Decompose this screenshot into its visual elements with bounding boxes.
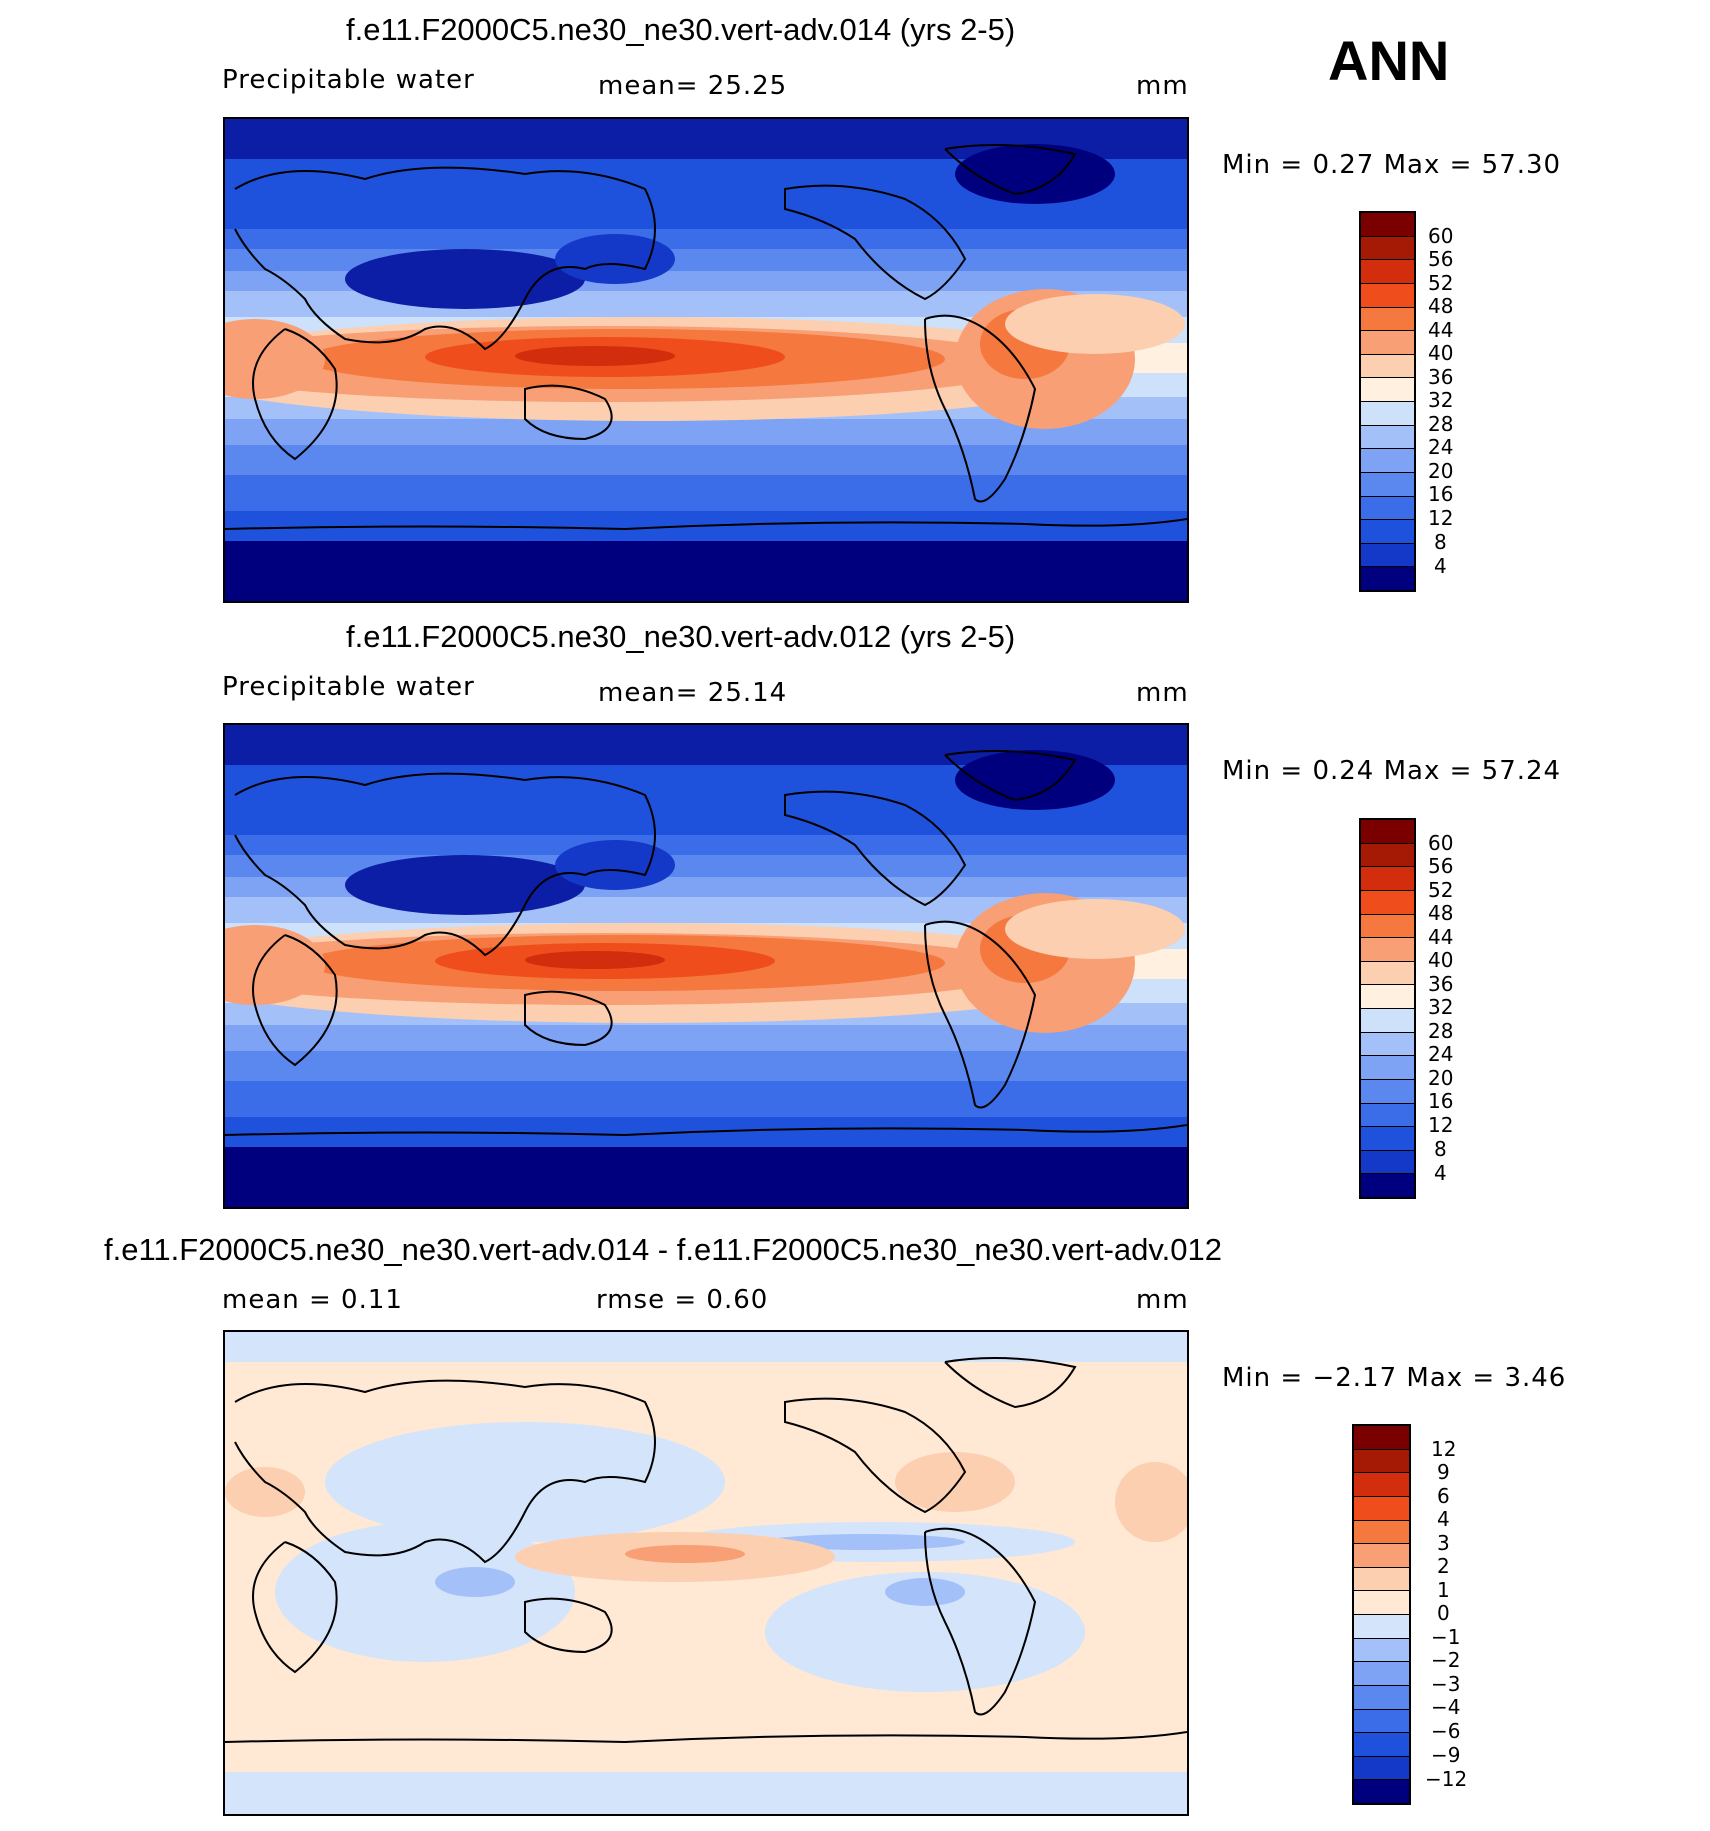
panel-3-colorbar-tick: −12	[1425, 1767, 1468, 1791]
panel-3-colorbar-tick: 1	[1437, 1578, 1450, 1602]
panel-2-map	[223, 723, 1189, 1209]
panel-2-min-max: Min = 0.24 Max = 57.24	[1222, 756, 1562, 786]
panel-2-variable-label: Precipitable water	[222, 672, 475, 702]
panel-3-colorbar-tick: −1	[1431, 1625, 1461, 1649]
panel-1-mean-label: mean= 25.25	[598, 71, 788, 101]
panel-2-colorbar-tick: 60	[1428, 831, 1454, 855]
panel-2-colorbar-tick: 8	[1434, 1137, 1447, 1161]
panel-1-colorbar-tick: 44	[1428, 318, 1454, 342]
panel-1-colorbar-tick: 60	[1428, 224, 1454, 248]
panel-3-colorbar-tick: 12	[1431, 1437, 1457, 1461]
panel-2-colorbar	[1359, 818, 1416, 1199]
panel-2-colorbar-tick: 16	[1428, 1089, 1454, 1113]
panel-1-colorbar-tick: 48	[1428, 294, 1454, 318]
precipitable-water-field-2	[225, 725, 1187, 1207]
panel-1-variable-label: Precipitable water	[222, 65, 475, 95]
panel-2-colorbar-tick: 12	[1428, 1113, 1454, 1137]
panel-1-colorbar-tick: 20	[1428, 459, 1454, 483]
panel-2-colorbar-tick: 24	[1428, 1042, 1454, 1066]
panel-2-title: f.e11.F2000C5.ne30_ne30.vert-adv.012 (yr…	[346, 619, 1016, 654]
panel-2-colorbar-tick: 52	[1428, 878, 1454, 902]
panel-1-colorbar-tick: 16	[1428, 482, 1454, 506]
panel-1-colorbar-tick: 24	[1428, 435, 1454, 459]
panel-2-colorbar-tick: 32	[1428, 995, 1454, 1019]
panel-3-colorbar-tick: −4	[1431, 1695, 1461, 1719]
panel-1-colorbar-tick: 52	[1428, 271, 1454, 295]
panel-3-colorbar-tick: −6	[1431, 1719, 1461, 1743]
panel-3-mean-label: mean = 0.11	[222, 1285, 403, 1315]
panel-3-min-max: Min = −2.17 Max = 3.46	[1222, 1363, 1567, 1393]
panel-3-rmse-label: rmse = 0.60	[596, 1285, 769, 1315]
panel-1-title: f.e11.F2000C5.ne30_ne30.vert-adv.014 (yr…	[346, 12, 1016, 47]
panel-1-map	[223, 117, 1189, 603]
panel-3-colorbar-tick: 3	[1437, 1531, 1450, 1555]
panel-2-colorbar-tick: 48	[1428, 901, 1454, 925]
panel-3-colorbar-tick: 4	[1437, 1507, 1450, 1531]
panel-1-colorbar	[1359, 211, 1416, 592]
panel-1-colorbar-tick: 40	[1428, 341, 1454, 365]
panel-3-colorbar-tick: −9	[1431, 1743, 1461, 1767]
panel-1-colorbar-tick: 8	[1434, 530, 1447, 554]
panel-3-colorbar-tick: 6	[1437, 1484, 1450, 1508]
panel-2-colorbar-tick: 44	[1428, 925, 1454, 949]
season-label: ANN	[1328, 29, 1450, 92]
panel-2-colorbar-tick: 40	[1428, 948, 1454, 972]
panel-1-colorbar-tick: 28	[1428, 412, 1454, 436]
panel-1-colorbar-tick: 56	[1428, 247, 1454, 271]
panel-2-mean-label: mean= 25.14	[598, 678, 788, 708]
panel-2-colorbar-tick: 20	[1428, 1066, 1454, 1090]
panel-3-units: mm	[1136, 1285, 1189, 1315]
precipitable-water-difference-field	[225, 1332, 1187, 1814]
panel-2-colorbar-tick: 56	[1428, 854, 1454, 878]
panel-1-colorbar-tick: 12	[1428, 506, 1454, 530]
panel-3-map	[223, 1330, 1189, 1816]
panel-2-colorbar-tick: 4	[1434, 1161, 1447, 1185]
panel-1-colorbar-tick: 32	[1428, 388, 1454, 412]
panel-2-colorbar-tick: 36	[1428, 972, 1454, 996]
panel-3-title: f.e11.F2000C5.ne30_ne30.vert-adv.014 - f…	[104, 1232, 1222, 1267]
panel-3-colorbar-tick: 9	[1437, 1460, 1450, 1484]
panel-3-colorbar-tick: −3	[1431, 1672, 1461, 1696]
panel-3-colorbar-tick: 2	[1437, 1554, 1450, 1578]
panel-1-min-max: Min = 0.27 Max = 57.30	[1222, 150, 1562, 180]
panel-1-units: mm	[1136, 71, 1189, 101]
panel-3-colorbar-tick: −2	[1431, 1648, 1461, 1672]
panel-3-colorbar-tick: 0	[1437, 1601, 1450, 1625]
precipitable-water-field-1	[225, 119, 1187, 601]
panel-2-units: mm	[1136, 678, 1189, 708]
panel-3-colorbar	[1352, 1424, 1411, 1805]
panel-1-colorbar-tick: 4	[1434, 554, 1447, 578]
panel-2-colorbar-tick: 28	[1428, 1019, 1454, 1043]
panel-1-colorbar-tick: 36	[1428, 365, 1454, 389]
